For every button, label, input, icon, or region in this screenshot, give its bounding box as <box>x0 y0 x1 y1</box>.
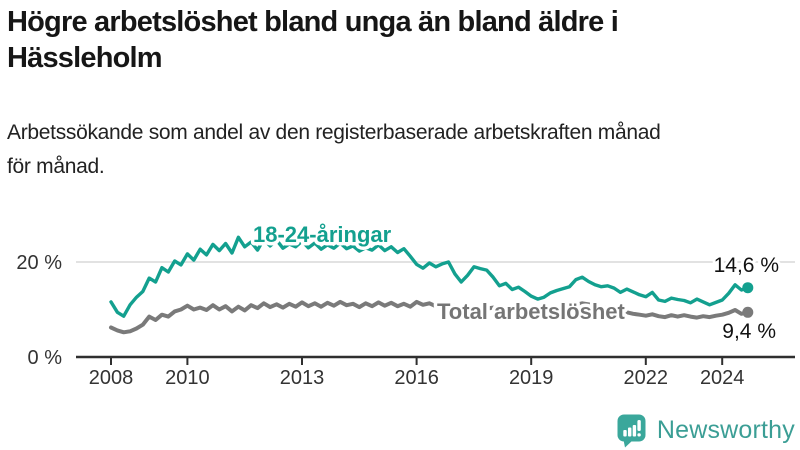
x-tick-label-2022: 2022 <box>624 367 669 389</box>
series-line-1 <box>109 299 750 335</box>
x-tick-label-2024: 2024 <box>700 367 745 389</box>
y-tick-label-20: 20 % <box>16 252 62 274</box>
chart-title-line-2: Hässleholm <box>7 42 163 74</box>
unemployment-line-chart: 0 % 20 % 2008 2010 2013 2016 2019 2022 2024 18-24… <box>16 219 795 389</box>
x-tick-label-2016: 2016 <box>394 367 439 389</box>
y-tick-label-0: 0 % <box>28 347 63 369</box>
x-tick-label-2013: 2013 <box>280 367 325 389</box>
series-label-0: 18-24-åringar <box>253 222 392 247</box>
series-end-value-0: 14,6 % <box>714 254 779 277</box>
series-line-0 <box>109 235 750 318</box>
chart-subtitle: Arbetssökande som andel av den registerb… <box>7 116 795 184</box>
series-label-1: Total arbetslöshet <box>437 299 626 324</box>
chart-title-line-1: Högre arbetslöshet bland unga än bland ä… <box>7 6 619 38</box>
series-end-value-1: 9,4 % <box>722 320 776 343</box>
newsworthy-wordmark: Newsworthy <box>656 415 795 444</box>
chart-subtitle-line-1: Arbetssökande som andel av den registerb… <box>7 121 661 144</box>
series-end-dot-1 <box>742 306 754 318</box>
series-end-dot-0 <box>742 282 754 294</box>
x-tick-label-2019: 2019 <box>509 367 554 389</box>
x-tick-label-2010: 2010 <box>165 367 210 389</box>
x-tick-label-2008: 2008 <box>89 367 134 389</box>
chart-title: Högre arbetslöshet bland unga än bland ä… <box>7 4 795 76</box>
newsworthy-logo-icon <box>617 414 646 447</box>
newsworthy-brand[interactable]: Newsworthy <box>615 412 795 448</box>
chart-subtitle-line-2: för månad. <box>7 155 105 178</box>
